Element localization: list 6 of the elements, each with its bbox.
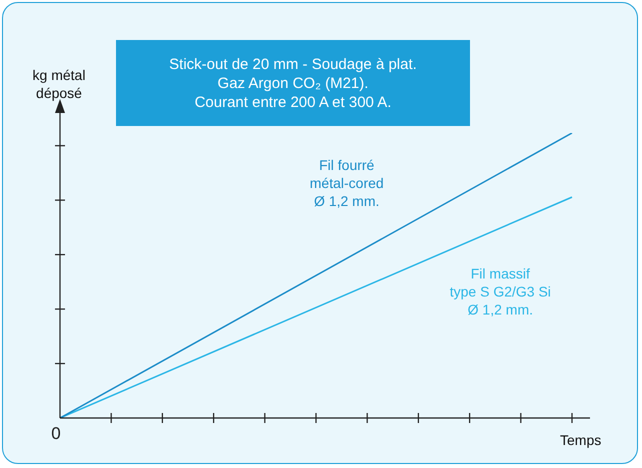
series-label: Fil massif type S G2/G3 Si Ø 1,2 mm. xyxy=(450,265,551,318)
text: 0 xyxy=(51,424,61,444)
series-label: Fil fourré métal-cored Ø 1,2 mm. xyxy=(310,157,384,210)
x-axis-title: Temps xyxy=(560,432,602,448)
y-axis-title: kg métal déposé xyxy=(32,66,86,102)
chart-title: Stick-out de 20 mm - Soudage à plat. Gaz Argon CO₂ (M21). Courant entre 200 A et 300 A. xyxy=(116,40,470,126)
